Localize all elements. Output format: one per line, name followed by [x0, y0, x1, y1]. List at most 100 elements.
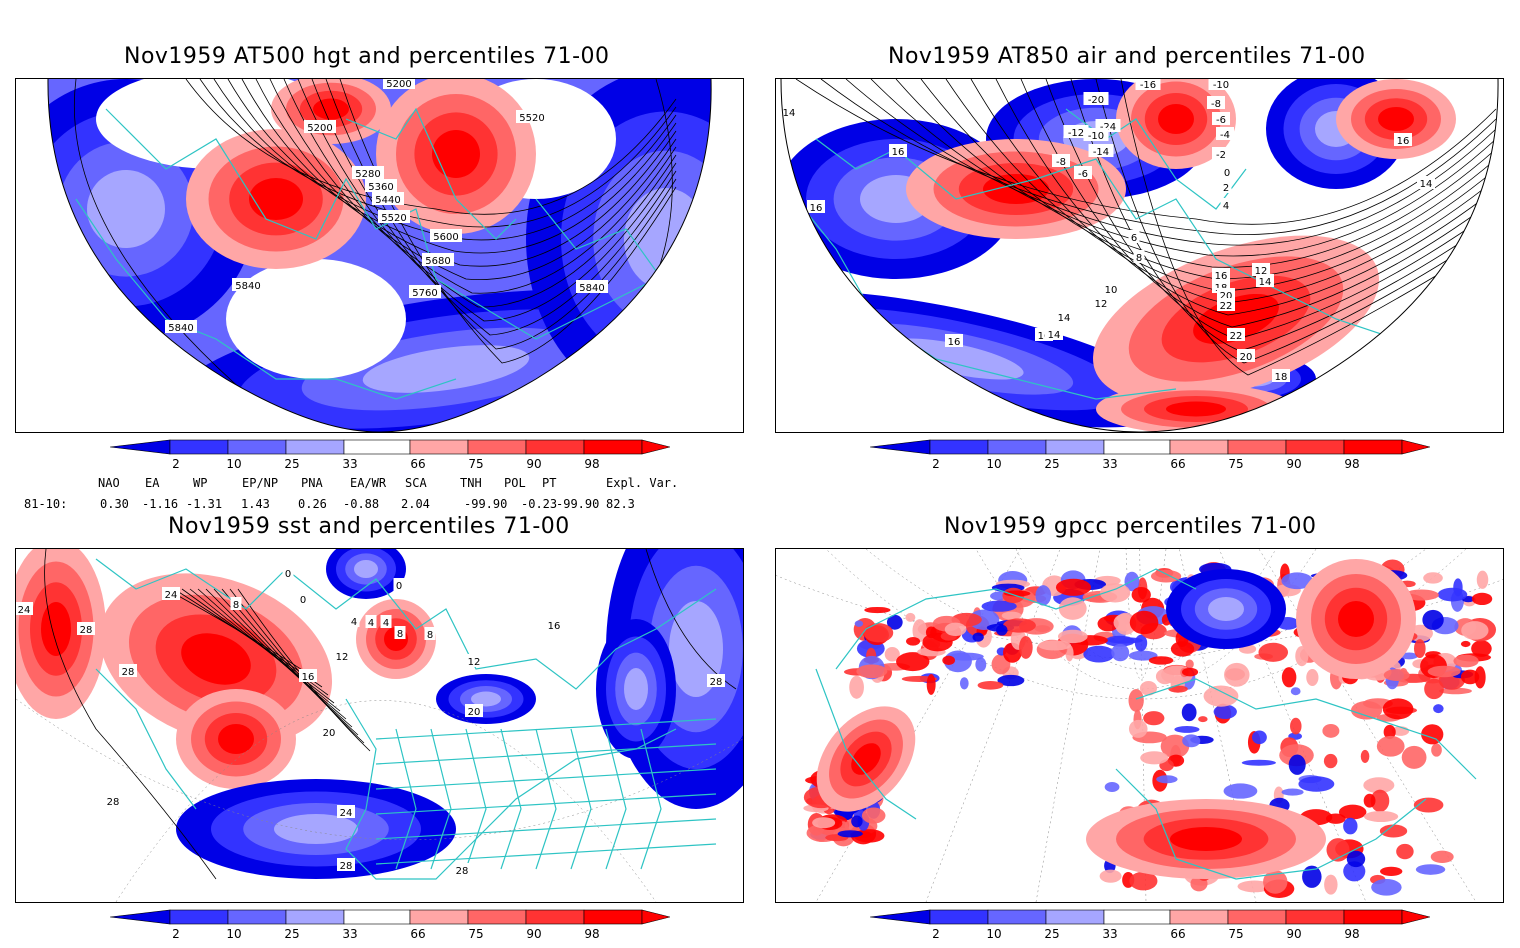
colorbar-tick-label: 25 [284, 457, 299, 471]
svg-text:14: 14 [1048, 330, 1061, 341]
contour-label-air: 18 [1272, 369, 1290, 383]
svg-text:-6: -6 [1078, 169, 1088, 180]
coastline [465, 728, 487, 870]
colorbar-tick-label: 98 [1344, 927, 1359, 941]
colorbar-tick-label: 2 [932, 457, 940, 471]
colorbar-tick-label: 33 [1102, 927, 1117, 941]
map-boundary [780, 79, 1499, 432]
svg-text:5520: 5520 [519, 113, 544, 124]
red-anomaly [313, 98, 349, 120]
precip-anomaly [943, 650, 972, 673]
contour-label-sst: 28 [707, 674, 725, 688]
svg-text:16: 16 [892, 147, 905, 158]
index-header: PT [542, 476, 557, 490]
precip-anomaly [975, 657, 987, 672]
colorbar-tick-label: 25 [1044, 927, 1059, 941]
colorbar-tick-label: 90 [526, 927, 541, 941]
precip-anomaly [1288, 754, 1306, 775]
colorbar-box [583, 439, 643, 455]
colorbar-tick-label: 66 [1170, 457, 1185, 471]
index-header: NAO [98, 476, 120, 490]
contour-label-air: 6 [1128, 230, 1140, 244]
contour-label-air: 4 [1220, 198, 1232, 212]
colorbar-tick-label: 75 [468, 457, 483, 471]
precip-anomaly [1415, 864, 1446, 875]
coastline [605, 728, 627, 870]
coastline [640, 728, 662, 870]
precip-anomaly [1237, 880, 1272, 893]
precip-anomaly [1290, 717, 1302, 735]
colorbar-box [1103, 439, 1171, 455]
contour-label-hgt: 5440 [372, 192, 404, 206]
contour-label-hgt: 5840 [165, 320, 197, 334]
colorbar-arrow-low [870, 909, 931, 925]
precip-anomaly [1338, 804, 1367, 820]
contour-label-air: 16 [807, 200, 825, 214]
colorbar-box [343, 909, 411, 925]
precip-anomaly [1097, 616, 1119, 632]
colorbar-arrow-low [870, 439, 931, 455]
contour-label-hgt: 5600 [430, 229, 462, 243]
svg-text:28: 28 [107, 797, 120, 808]
precip-anomaly [1298, 776, 1335, 792]
precip-anomaly [1431, 743, 1442, 757]
svg-text:0: 0 [396, 581, 402, 592]
svg-text:16: 16 [948, 337, 961, 348]
contour-line [995, 79, 1497, 316]
colorbar-tick-label: 33 [342, 927, 357, 941]
svg-text:14: 14 [1058, 313, 1071, 324]
precip-anomaly [1143, 711, 1165, 726]
colorbar-box [409, 909, 469, 925]
colorbar-hgt: 2 10 25 33 66 75 90 98 [110, 438, 670, 478]
panel-title-air: Nov1959 AT850 air and percentiles 71-00 [888, 44, 1366, 69]
precip-anomaly [944, 622, 967, 637]
precip-anomaly [1182, 734, 1201, 748]
svg-text:5840: 5840 [51, 240, 76, 251]
colorbar-tick-label: 90 [526, 457, 541, 471]
contour-label-air: 16 [1394, 133, 1412, 147]
blue-anomaly [888, 338, 1024, 380]
contour-line [73, 79, 277, 420]
contour-label-air: 14 [781, 105, 798, 119]
precip-anomaly [1140, 751, 1169, 765]
precip-anomaly [1263, 870, 1288, 894]
contour-line [845, 79, 1497, 246]
precip-anomaly [1396, 843, 1414, 860]
index-value: 82.3 [606, 497, 635, 511]
red-anomaly [432, 130, 480, 178]
svg-text:0: 0 [1224, 168, 1230, 179]
precip-anomaly [1401, 745, 1427, 769]
svg-text:4: 4 [351, 617, 357, 628]
contour-label-air: 10 [1102, 282, 1120, 296]
contour-label-hgt: 5520 [516, 110, 548, 124]
contour-line [185, 79, 677, 215]
precip-anomaly [1430, 850, 1454, 864]
precip-anomaly [1057, 629, 1088, 644]
precip-anomaly [1128, 650, 1158, 661]
precip-anomaly [1099, 583, 1131, 603]
svg-text:18: 18 [1275, 372, 1288, 383]
precip-anomaly [1241, 759, 1276, 766]
panel-title-hgt: Nov1959 AT500 hgt and percentiles 71-00 [124, 44, 610, 69]
contour-label-sst: 8 [424, 627, 436, 641]
contour-label-hgt: 5760 [409, 285, 441, 299]
precip-anomaly [1055, 578, 1092, 596]
colorbar-tick-label: 2 [172, 457, 180, 471]
precip-anomaly [1474, 666, 1486, 689]
svg-text:24: 24 [18, 605, 31, 616]
colorbar-tick-label: 66 [1170, 927, 1185, 941]
precip-anomaly [1129, 610, 1159, 635]
precip-anomaly [1224, 662, 1250, 687]
svg-text:5200: 5200 [386, 79, 411, 90]
blue-anomaly [362, 345, 530, 393]
precip-anomaly [1111, 643, 1130, 662]
precip-anomaly [1251, 730, 1267, 745]
colorbar-box [1169, 909, 1229, 925]
precip-anomaly [1363, 777, 1395, 794]
contour-line [44, 549, 217, 880]
precip-anomaly [1461, 621, 1489, 640]
colorbar-arrow-low [110, 439, 171, 455]
precip-anomaly [1371, 879, 1402, 896]
blue-anomaly [624, 668, 648, 710]
